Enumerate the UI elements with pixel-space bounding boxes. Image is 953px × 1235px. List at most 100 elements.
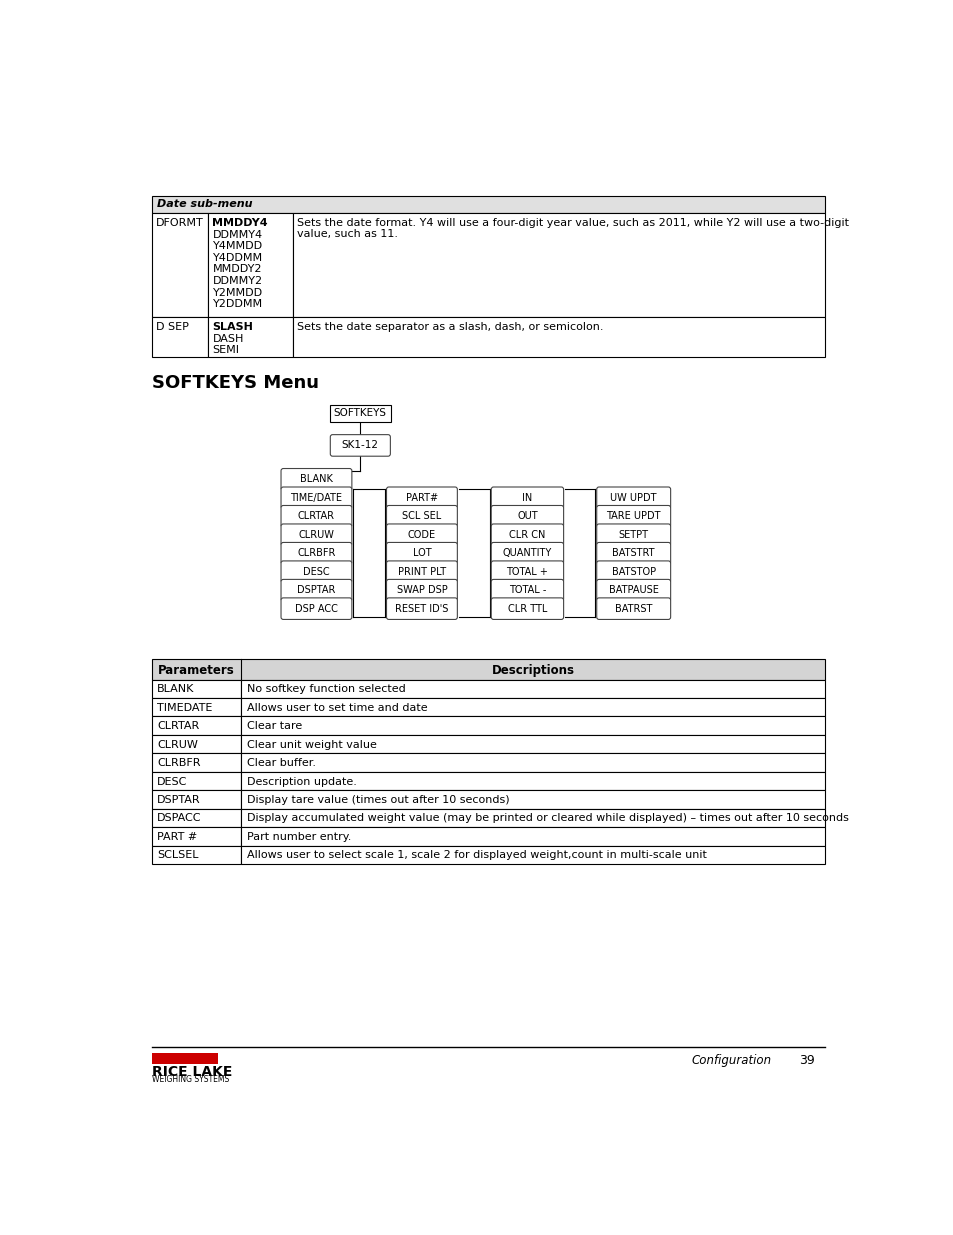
Bar	[152, 827, 241, 846]
Text: Clear buffer.: Clear buffer.	[247, 758, 315, 768]
FancyBboxPatch shape	[386, 524, 456, 546]
Text: SOFTKEYS Menu: SOFTKEYS Menu	[152, 374, 319, 391]
Bar	[152, 212, 208, 317]
Text: TIME/DATE: TIME/DATE	[290, 493, 342, 503]
Text: CLRUW: CLRUW	[298, 530, 335, 540]
Text: Clear tare: Clear tare	[247, 721, 302, 731]
FancyBboxPatch shape	[281, 542, 352, 564]
Bar	[152, 772, 241, 790]
Text: SLASH: SLASH	[213, 322, 253, 332]
Text: DSP ACC: DSP ACC	[294, 604, 337, 614]
Bar	[208, 212, 293, 317]
Bar	[152, 790, 241, 809]
FancyBboxPatch shape	[596, 487, 670, 509]
Text: Sets the date separator as a slash, dash, or semicolon.: Sets the date separator as a slash, dash…	[297, 322, 603, 332]
FancyBboxPatch shape	[596, 505, 670, 527]
Text: CLRUW: CLRUW	[157, 740, 197, 750]
Text: BATPAUSE: BATPAUSE	[608, 585, 658, 595]
Text: SOFTKEYS: SOFTKEYS	[334, 408, 386, 419]
Text: CLRBFR: CLRBFR	[157, 758, 200, 768]
Bar	[152, 317, 208, 357]
Text: DESC: DESC	[157, 777, 187, 787]
Text: MMDDY2: MMDDY2	[213, 264, 262, 274]
Text: WEIGHING SYSTEMS: WEIGHING SYSTEMS	[152, 1074, 230, 1083]
Bar	[241, 809, 824, 827]
Text: DSPTAR: DSPTAR	[157, 795, 200, 805]
Bar	[152, 716, 241, 735]
Bar	[152, 753, 241, 772]
FancyBboxPatch shape	[491, 505, 563, 527]
Text: Y4MMDD: Y4MMDD	[213, 241, 262, 252]
Text: BLANK: BLANK	[157, 684, 194, 694]
Text: DSPACC: DSPACC	[157, 814, 201, 824]
Text: TARE UPDT: TARE UPDT	[606, 511, 660, 521]
Text: BLANK: BLANK	[299, 474, 333, 484]
Text: DESC: DESC	[303, 567, 330, 577]
Bar	[152, 698, 241, 716]
FancyBboxPatch shape	[281, 598, 352, 620]
Text: SCL SEL: SCL SEL	[402, 511, 441, 521]
Bar	[152, 196, 824, 212]
Bar	[241, 790, 824, 809]
Text: TIMEDATE: TIMEDATE	[157, 703, 213, 713]
Text: Configuration: Configuration	[691, 1055, 771, 1067]
Text: Clear unit weight value: Clear unit weight value	[247, 740, 376, 750]
Bar	[241, 679, 824, 698]
Text: Display accumulated weight value (may be printed or cleared while displayed) – t: Display accumulated weight value (may be…	[247, 814, 848, 824]
Text: IN: IN	[521, 493, 532, 503]
FancyBboxPatch shape	[491, 487, 563, 509]
Text: value, such as 11.: value, such as 11.	[297, 228, 397, 240]
Bar	[293, 212, 824, 317]
FancyBboxPatch shape	[386, 487, 456, 509]
Text: Parameters: Parameters	[158, 664, 234, 677]
Text: SWAP DSP: SWAP DSP	[396, 585, 447, 595]
Text: D SEP: D SEP	[156, 322, 189, 332]
Text: TOTAL +: TOTAL +	[506, 567, 548, 577]
Text: RICE LAKE: RICE LAKE	[152, 1066, 233, 1079]
Bar	[329, 405, 391, 421]
Text: DASH: DASH	[213, 333, 244, 343]
FancyBboxPatch shape	[386, 598, 456, 620]
Text: Y4DDMM: Y4DDMM	[213, 253, 262, 263]
Text: Date sub-menu: Date sub-menu	[157, 199, 253, 209]
FancyBboxPatch shape	[386, 542, 456, 564]
FancyBboxPatch shape	[491, 542, 563, 564]
FancyBboxPatch shape	[281, 524, 352, 546]
Text: 39: 39	[799, 1055, 814, 1067]
FancyBboxPatch shape	[330, 435, 390, 456]
Text: RESET ID'S: RESET ID'S	[395, 604, 448, 614]
Text: SETPT: SETPT	[618, 530, 648, 540]
FancyBboxPatch shape	[386, 561, 456, 583]
FancyBboxPatch shape	[596, 561, 670, 583]
Text: PRINT PLT: PRINT PLT	[397, 567, 446, 577]
Text: SK1-12: SK1-12	[341, 441, 378, 451]
Bar	[208, 317, 293, 357]
Text: PART#: PART#	[405, 493, 437, 503]
FancyBboxPatch shape	[491, 524, 563, 546]
Text: CLRTAR: CLRTAR	[157, 721, 199, 731]
FancyBboxPatch shape	[386, 579, 456, 601]
Text: DDMMY4: DDMMY4	[213, 230, 262, 240]
Bar	[152, 679, 241, 698]
Text: TOTAL -: TOTAL -	[508, 585, 545, 595]
FancyBboxPatch shape	[491, 561, 563, 583]
Text: Description update.: Description update.	[247, 777, 356, 787]
FancyBboxPatch shape	[491, 598, 563, 620]
Text: Descriptions: Descriptions	[491, 664, 574, 677]
Bar	[241, 846, 824, 864]
Text: Allows user to select scale 1, scale 2 for displayed weight,count in multi-scale: Allows user to select scale 1, scale 2 f…	[247, 851, 706, 861]
FancyBboxPatch shape	[596, 542, 670, 564]
Text: CLR TTL: CLR TTL	[507, 604, 546, 614]
Text: BATSTOP: BATSTOP	[611, 567, 655, 577]
Text: BATRST: BATRST	[615, 604, 652, 614]
Text: UW UPDT: UW UPDT	[610, 493, 657, 503]
Text: MMDDY4: MMDDY4	[213, 219, 268, 228]
Text: CLR CN: CLR CN	[509, 530, 545, 540]
Text: Y2MMDD: Y2MMDD	[213, 288, 262, 298]
FancyBboxPatch shape	[281, 487, 352, 509]
FancyBboxPatch shape	[596, 579, 670, 601]
FancyBboxPatch shape	[281, 579, 352, 601]
Bar	[152, 659, 824, 679]
Bar	[241, 827, 824, 846]
Bar	[241, 753, 824, 772]
